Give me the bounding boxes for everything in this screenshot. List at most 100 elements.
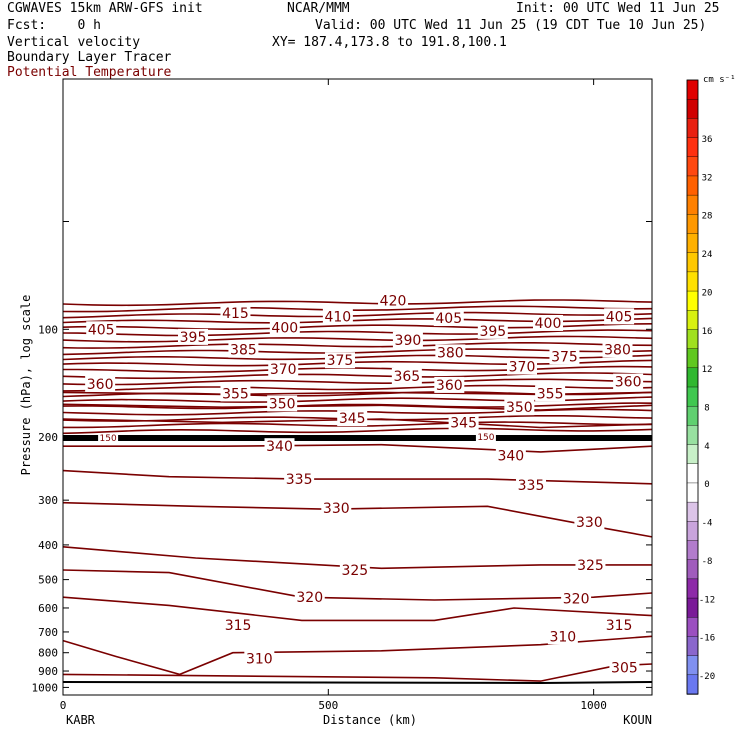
y-tick-label: 500 xyxy=(38,574,58,587)
y-tick-label: 700 xyxy=(38,626,58,639)
contour-label: 310 xyxy=(246,651,273,667)
contour-label-bg xyxy=(504,399,535,416)
contour-line-upper xyxy=(62,311,653,319)
contour-line-upper xyxy=(62,402,653,410)
colorbar-segment xyxy=(686,348,699,369)
contour-label-bg xyxy=(322,308,353,325)
contour-label-bg xyxy=(264,438,295,455)
header-field-boundary-layer-tracer: Boundary Layer Tracer xyxy=(7,50,172,65)
colorbar-segment xyxy=(686,636,699,657)
header-org: NCAR/MMM xyxy=(287,1,350,16)
contour-label-bg xyxy=(604,617,635,634)
contour-label-bg xyxy=(604,308,635,325)
contour-label-bg xyxy=(86,321,117,338)
contour-label: 400 xyxy=(271,321,298,337)
header-field-potential-temperature: Potential Temperature xyxy=(7,65,172,80)
colorbar-tick-label: 20 xyxy=(702,288,713,298)
header-fcst: Fcst: 0 h xyxy=(7,18,101,33)
contour-label-bg xyxy=(284,471,315,488)
contour-label: 350 xyxy=(269,396,296,412)
contour-label-bg xyxy=(178,328,209,345)
contour-labels: 420 415 410 405 405 405 400 400 395 395 390 385 380 3… xyxy=(85,292,644,677)
contour-label-bg xyxy=(506,358,537,375)
colorbar-segment xyxy=(686,156,699,177)
contour-label: 325 xyxy=(577,558,604,574)
contour-line-upper xyxy=(62,305,653,313)
colorbar: -20 -16 -12 -8 -4 0 4 8 12 16 20 24 28 32 36 xyxy=(686,79,715,695)
contour-label: 325 xyxy=(341,563,368,579)
x-axis-label: Distance (km) xyxy=(323,713,417,727)
contour-label: 355 xyxy=(222,386,249,402)
contour-lines xyxy=(62,299,653,682)
contour-label: 415 xyxy=(222,306,249,322)
colorbar-segment xyxy=(686,98,699,120)
colorbar-tick-label: 28 xyxy=(702,212,713,222)
contour-label-bg xyxy=(549,348,580,365)
colorbar-segment xyxy=(686,386,699,407)
colorbar-segment xyxy=(686,194,699,216)
contour-label-bg xyxy=(435,344,466,361)
contour-line-lower xyxy=(62,501,653,538)
contour-label: 410 xyxy=(324,309,351,325)
colorbar-segment xyxy=(686,290,699,311)
contour-label-bg xyxy=(516,476,547,493)
colorbar-segment xyxy=(686,175,699,196)
contour-line-lower xyxy=(62,391,653,396)
colorbar-segment xyxy=(686,578,699,599)
contour-label: 360 xyxy=(436,378,463,394)
contour-label-bg xyxy=(378,292,409,309)
contour-line-upper xyxy=(62,323,653,331)
y-tick-label: 1000 xyxy=(32,681,59,694)
x-axis-ticks: 0 500 1000 xyxy=(60,79,607,712)
contour-label: 370 xyxy=(509,359,536,375)
contour-label-bg xyxy=(575,556,606,573)
contour-label-bg xyxy=(337,410,368,427)
contour-label: 335 xyxy=(286,472,313,488)
contour-label-bg xyxy=(223,617,254,634)
frame xyxy=(62,78,653,696)
contour-label: 340 xyxy=(266,439,293,455)
colorbar-segment xyxy=(686,559,699,580)
colorbar-segment xyxy=(686,329,699,350)
ground-surface xyxy=(62,681,653,685)
contour-label-bg xyxy=(561,590,592,607)
colorbar-segment xyxy=(686,214,699,235)
contour-line-upper xyxy=(62,378,653,386)
contour-line-upper xyxy=(62,299,653,307)
contour-label: 365 xyxy=(393,369,420,385)
contour-label: 345 xyxy=(450,415,477,431)
y-axis-ticks: 100 200 300 400 500 600 700 800 900 1000 xyxy=(32,78,652,694)
contour-label: 375 xyxy=(551,349,578,365)
y-tick-label: 800 xyxy=(38,647,58,660)
contour-label: 395 xyxy=(180,330,207,346)
contour-label-bg xyxy=(392,331,423,348)
colorbar-tick-label: 16 xyxy=(702,327,713,337)
y-tick-label: 200 xyxy=(38,431,58,444)
contour-label-bg xyxy=(477,322,508,339)
contour-line-upper xyxy=(62,372,653,380)
contour-label-bg xyxy=(613,373,644,390)
contour-label: 400 xyxy=(535,316,562,332)
contour-label: 335 xyxy=(518,478,545,494)
contour-label-bg xyxy=(448,414,479,431)
x-tick-label: 1000 xyxy=(580,699,607,712)
y-tick-label: 400 xyxy=(38,539,58,552)
contour-line-lower xyxy=(62,418,653,429)
contour-label: 330 xyxy=(576,515,603,531)
contour-label: 375 xyxy=(327,353,354,369)
contour-label-bg xyxy=(495,447,526,464)
ground-line xyxy=(62,681,653,685)
contour-line-lower xyxy=(62,403,653,411)
contour-label: 345 xyxy=(339,411,366,427)
colorbar-segment xyxy=(686,405,699,427)
right-endpoint-label: KOUN xyxy=(623,713,652,727)
contour-label: 360 xyxy=(87,377,114,393)
contour-label-bg xyxy=(602,341,633,358)
colorbar-segment xyxy=(686,597,699,618)
colorbar-segment xyxy=(686,425,699,446)
header-field-vertical-velocity: Vertical velocity xyxy=(7,35,141,50)
contour-line-lower xyxy=(63,443,653,453)
colorbar-segment xyxy=(686,501,699,523)
contour-label: 315 xyxy=(225,618,252,634)
